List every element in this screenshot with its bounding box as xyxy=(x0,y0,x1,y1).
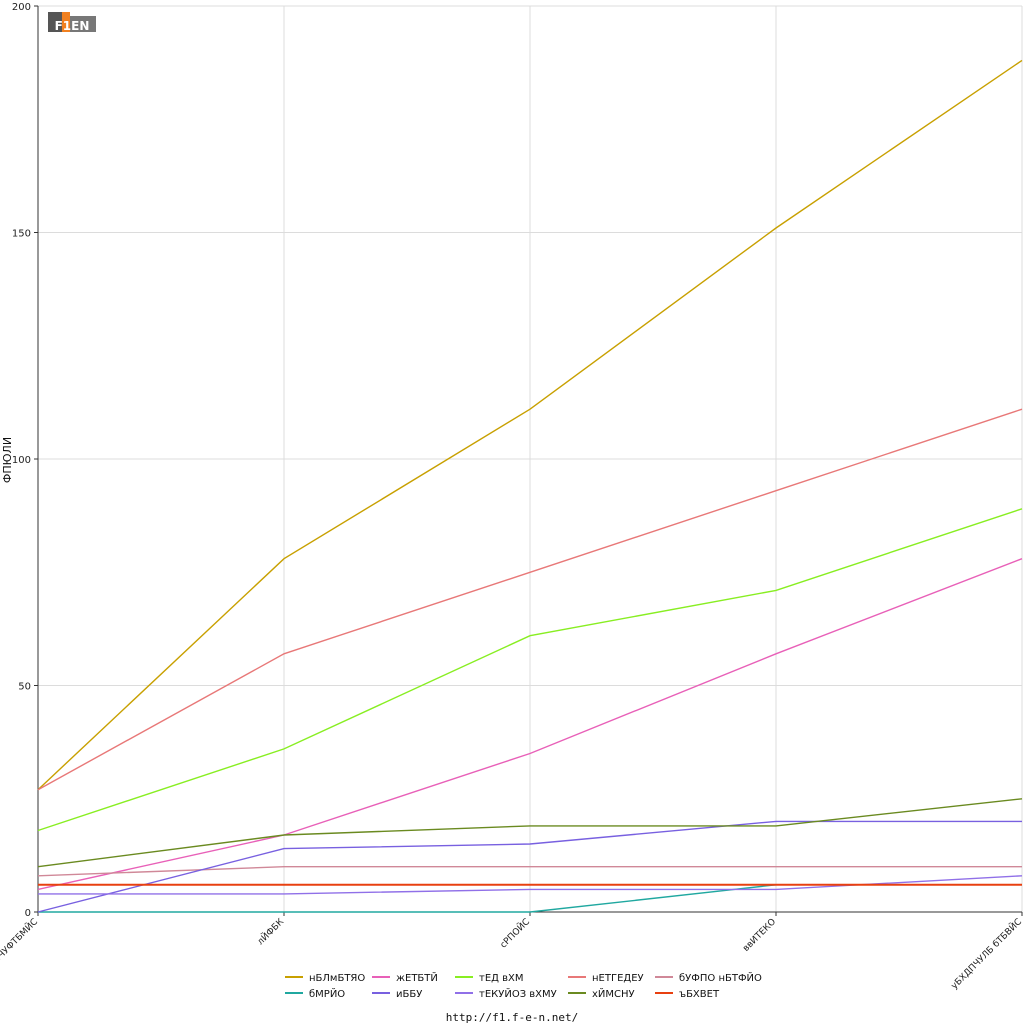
series-line xyxy=(37,508,1023,832)
series-line xyxy=(37,408,1023,791)
x-tick-label: лЙФБК xyxy=(254,915,286,947)
series-line xyxy=(37,798,1023,868)
legend-label: хЙМСНУ xyxy=(592,987,635,1000)
y-tick-label: 0 xyxy=(25,908,31,919)
x-tick-label: бЧУФТБМЙС xyxy=(0,916,40,965)
logo-mark-1 xyxy=(62,12,70,32)
logo-text: F1EN xyxy=(55,19,90,33)
y-ticks: 0 50 100 150 200 xyxy=(12,2,38,919)
legend-label: ъБХВЕТ xyxy=(679,989,720,1000)
legend-label: нБЛмБТЯО xyxy=(309,973,365,984)
x-tick-label: ввИТЕКО xyxy=(741,917,778,954)
legend-label: бМРЙО xyxy=(309,987,345,1000)
series-line xyxy=(37,59,1023,791)
y-axis-label: ФПЮЛИ xyxy=(1,437,14,483)
legend-label: иББУ xyxy=(396,989,422,1000)
grid xyxy=(38,5,1023,912)
y-tick-label: 100 xyxy=(12,455,31,466)
logo-mark-en xyxy=(70,16,96,32)
series-line xyxy=(37,558,1023,891)
series-line xyxy=(37,820,1022,913)
legend-label: жЕТБТЙ xyxy=(396,971,438,984)
legend-label: нЕТГЕДЕУ xyxy=(592,973,644,984)
y-tick-label: 150 xyxy=(12,229,31,240)
legend-label: бУФПО нБТФЙО xyxy=(679,971,762,984)
footer-url[interactable]: http://f1.f-e-n.net/ xyxy=(446,1011,578,1024)
y-tick-label: 50 xyxy=(18,682,31,693)
x-tick-label: сРПОЙС xyxy=(497,916,532,951)
legend: нБЛмБТЯО жЕТБТЙ тЕД вХМ нЕТГЕДЕУ бУФПО нБТФЙ… xyxy=(285,971,762,1000)
y-tick-label: 200 xyxy=(12,2,31,13)
legend-label: тЕКУЙОЗ вХМУ xyxy=(479,987,557,1000)
logo-mark-f xyxy=(48,12,62,32)
logo: F1EN xyxy=(48,10,98,34)
legend-label: тЕД вХМ xyxy=(479,973,524,984)
series-lines xyxy=(37,59,1023,913)
x-tick-label: уБХДПЧУЛБ бТБВЙС xyxy=(948,916,1024,992)
